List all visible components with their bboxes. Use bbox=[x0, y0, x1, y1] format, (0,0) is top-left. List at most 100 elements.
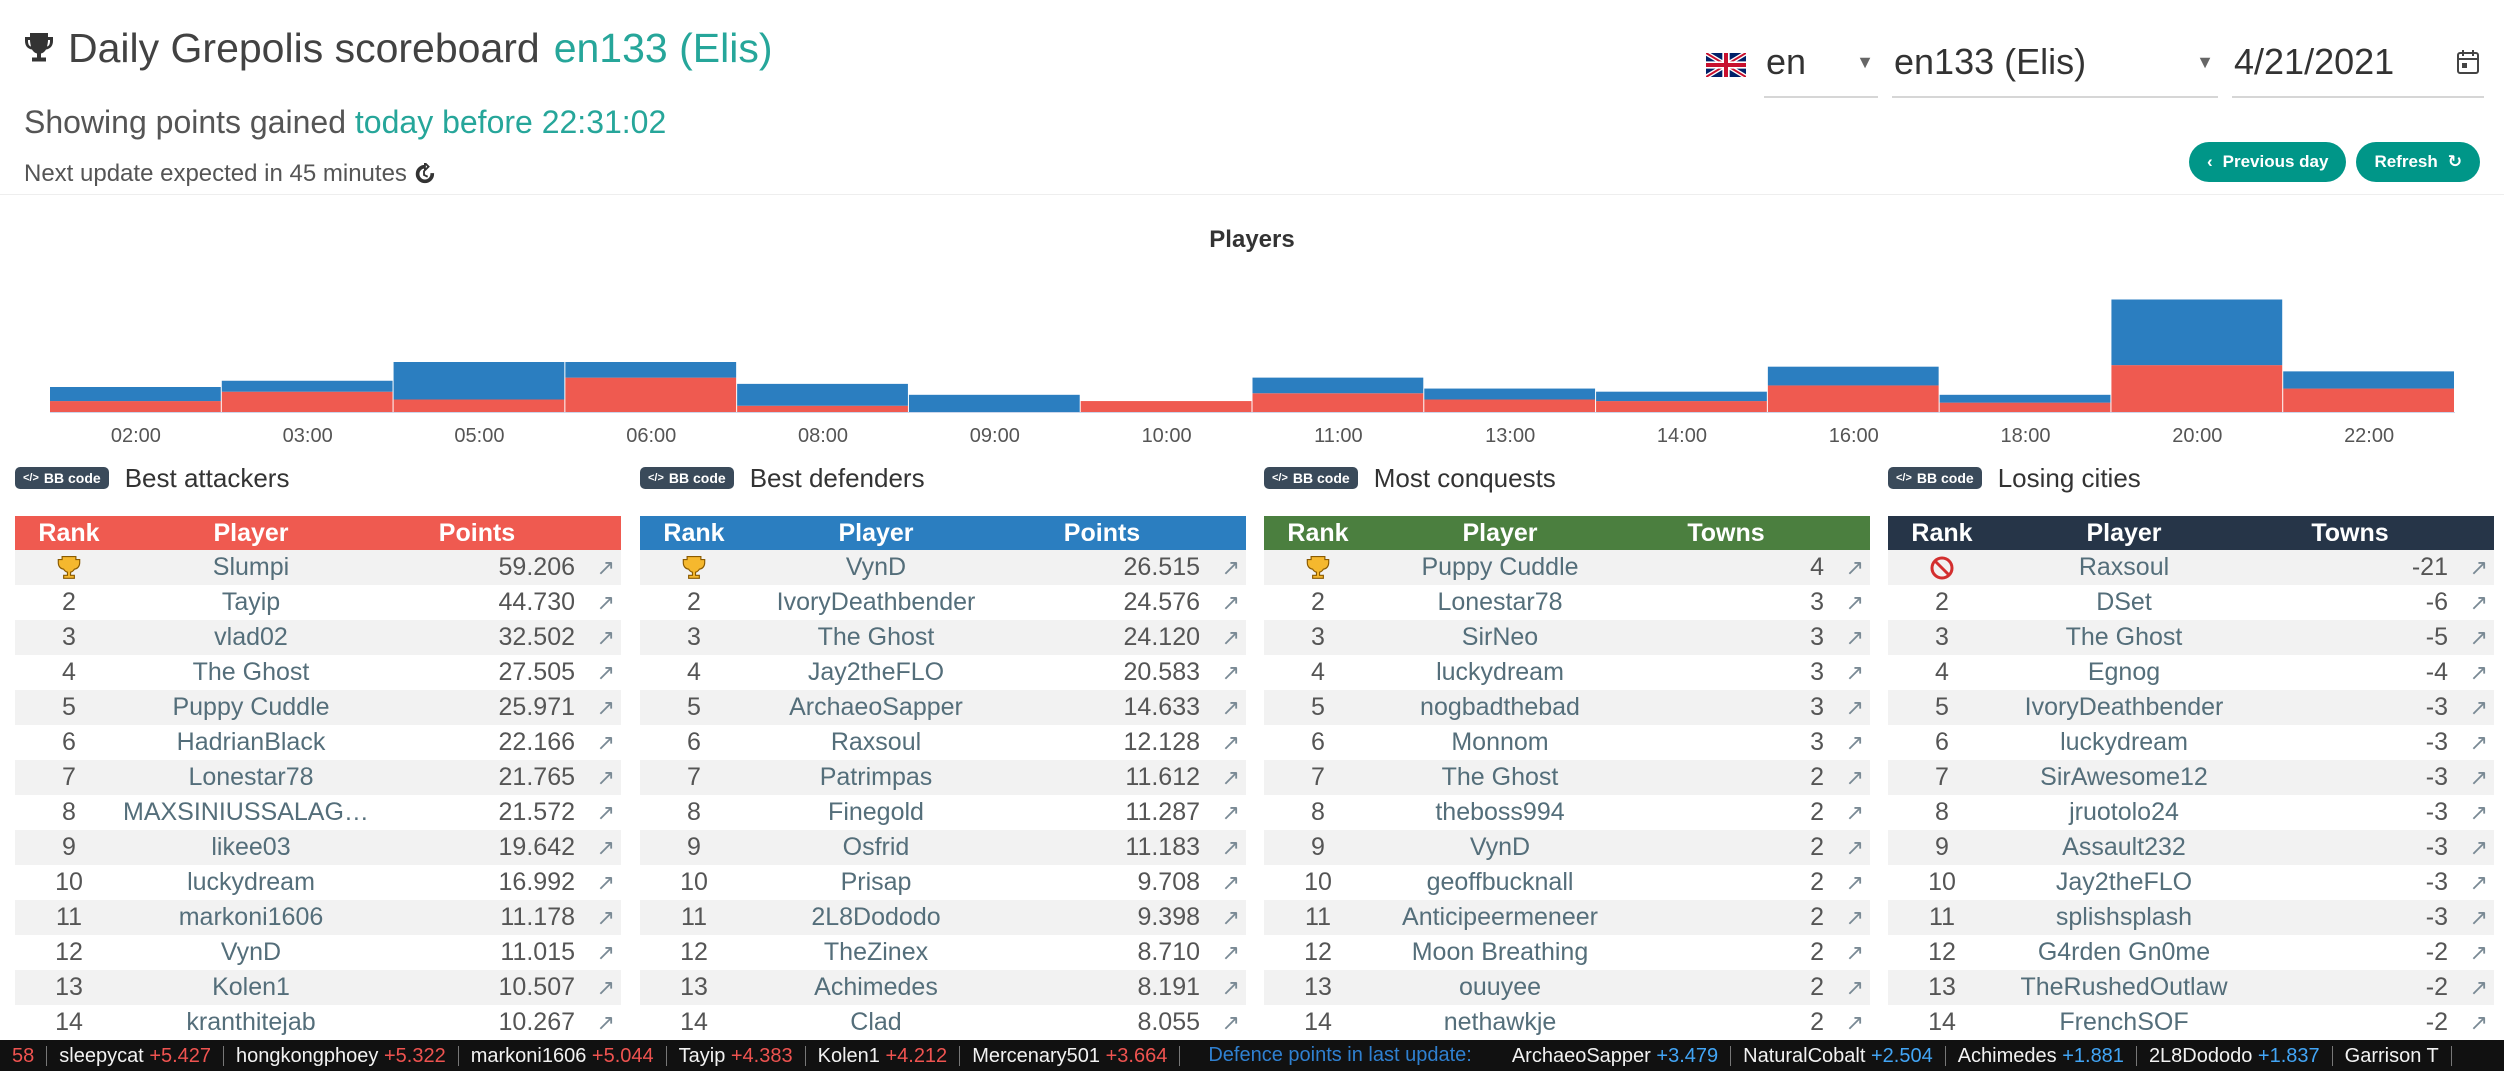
player-link[interactable]: TheZinex bbox=[823, 938, 929, 966]
player-link[interactable]: The Ghost bbox=[2065, 623, 2183, 651]
external-link-icon[interactable]: ↗ bbox=[596, 1009, 615, 1035]
player-link[interactable]: Finegold bbox=[828, 798, 924, 826]
player-link[interactable]: Patrimpas bbox=[819, 763, 933, 791]
player-link[interactable]: Raxsoul bbox=[2078, 553, 2170, 581]
external-link-icon[interactable]: ↗ bbox=[1845, 554, 1864, 580]
external-link-icon[interactable]: ↗ bbox=[1221, 729, 1240, 755]
external-link-icon[interactable]: ↗ bbox=[1221, 834, 1240, 860]
external-link-icon[interactable]: ↗ bbox=[596, 869, 615, 895]
external-link-icon[interactable]: ↗ bbox=[596, 729, 615, 755]
external-link-icon[interactable]: ↗ bbox=[2469, 694, 2488, 720]
ticker-item[interactable]: ArchaeoSapper +3.479 bbox=[1500, 1045, 1732, 1066]
player-link[interactable]: luckydream bbox=[1436, 658, 1564, 686]
player-link[interactable]: Assault232 bbox=[2062, 833, 2186, 861]
player-link[interactable]: luckydream bbox=[187, 868, 315, 896]
external-link-icon[interactable]: ↗ bbox=[596, 834, 615, 860]
player-link[interactable]: kranthitejab bbox=[186, 1008, 316, 1036]
external-link-icon[interactable]: ↗ bbox=[1845, 694, 1864, 720]
player-link[interactable]: 2L8Dododo bbox=[811, 903, 941, 931]
player-link[interactable]: SirAwesome12 bbox=[2040, 763, 2208, 791]
player-link[interactable]: markoni1606 bbox=[178, 903, 324, 931]
external-link-icon[interactable]: ↗ bbox=[2469, 939, 2488, 965]
ticker-item[interactable]: Achimedes +1.881 bbox=[1946, 1045, 2137, 1066]
external-link-icon[interactable]: ↗ bbox=[1221, 589, 1240, 615]
player-link[interactable]: theboss994 bbox=[1435, 798, 1565, 826]
player-link[interactable]: luckydream bbox=[2060, 728, 2188, 756]
column-header[interactable]: Towns bbox=[1687, 518, 1765, 547]
external-link-icon[interactable]: ↗ bbox=[2469, 659, 2488, 685]
external-link-icon[interactable]: ↗ bbox=[1845, 729, 1864, 755]
column-header[interactable]: Player bbox=[213, 518, 289, 547]
refresh-button[interactable]: Refresh ↻ bbox=[2356, 142, 2480, 182]
external-link-icon[interactable]: ↗ bbox=[596, 624, 615, 650]
external-link-icon[interactable]: ↗ bbox=[1221, 939, 1240, 965]
player-link[interactable]: Raxsoul bbox=[830, 728, 922, 756]
date-input[interactable]: 4/21/2021 bbox=[2232, 32, 2484, 98]
player-link[interactable]: Tayip bbox=[221, 588, 281, 616]
external-link-icon[interactable]: ↗ bbox=[596, 659, 615, 685]
external-link-icon[interactable]: ↗ bbox=[1845, 1009, 1864, 1035]
player-link[interactable]: Puppy Cuddle bbox=[172, 693, 330, 721]
external-link-icon[interactable]: ↗ bbox=[1221, 904, 1240, 930]
external-link-icon[interactable]: ↗ bbox=[596, 554, 615, 580]
world-select[interactable]: en133 (Elis) ▼ bbox=[1892, 32, 2218, 98]
column-header[interactable]: Points bbox=[1063, 518, 1141, 547]
ticker-item[interactable]: hongkongphoey +5.322 bbox=[224, 1045, 459, 1066]
player-link[interactable]: nogbadthebad bbox=[1420, 693, 1580, 721]
external-link-icon[interactable]: ↗ bbox=[596, 589, 615, 615]
bb-code-button[interactable]: </> BB code bbox=[1888, 467, 1982, 489]
external-link-icon[interactable]: ↗ bbox=[1845, 799, 1864, 825]
ticker-item[interactable]: 2L8Dododo +1.837 bbox=[2137, 1045, 2333, 1066]
external-link-icon[interactable]: ↗ bbox=[1845, 834, 1864, 860]
player-link[interactable]: Anticipeermeneer bbox=[1402, 903, 1598, 931]
external-link-icon[interactable]: ↗ bbox=[1845, 764, 1864, 790]
player-link[interactable]: splishsplash bbox=[2055, 903, 2193, 931]
external-link-icon[interactable]: ↗ bbox=[1221, 694, 1240, 720]
player-link[interactable]: Kolen1 bbox=[212, 973, 290, 1001]
column-header[interactable]: Rank bbox=[38, 518, 100, 547]
player-link[interactable]: nethawkje bbox=[1443, 1008, 1557, 1036]
external-link-icon[interactable]: ↗ bbox=[596, 694, 615, 720]
external-link-icon[interactable]: ↗ bbox=[1221, 659, 1240, 685]
player-link[interactable]: Jay2theFLO bbox=[2055, 868, 2193, 896]
column-header[interactable]: Rank bbox=[1911, 518, 1973, 547]
player-link[interactable]: VynD bbox=[220, 938, 282, 966]
player-link[interactable]: Monnom bbox=[1451, 728, 1549, 756]
player-link[interactable]: The Ghost bbox=[817, 623, 935, 651]
player-link[interactable]: The Ghost bbox=[192, 658, 310, 686]
column-header[interactable]: Towns bbox=[2311, 518, 2389, 547]
player-link[interactable]: DSet bbox=[2096, 588, 2152, 616]
external-link-icon[interactable]: ↗ bbox=[2469, 554, 2488, 580]
external-link-icon[interactable]: ↗ bbox=[1221, 764, 1240, 790]
external-link-icon[interactable]: ↗ bbox=[1845, 624, 1864, 650]
player-link[interactable]: The Ghost bbox=[1441, 763, 1559, 791]
external-link-icon[interactable]: ↗ bbox=[596, 904, 615, 930]
player-link[interactable]: SirNeo bbox=[1461, 623, 1539, 651]
player-link[interactable]: IvoryDeathbender bbox=[2024, 693, 2224, 721]
column-header[interactable]: Player bbox=[838, 518, 914, 547]
player-link[interactable]: IvoryDeathbender bbox=[776, 588, 976, 616]
previous-day-button[interactable]: ‹ Previous day bbox=[2188, 142, 2347, 182]
external-link-icon[interactable]: ↗ bbox=[1845, 939, 1864, 965]
column-header[interactable]: Rank bbox=[1287, 518, 1349, 547]
external-link-icon[interactable]: ↗ bbox=[2469, 729, 2488, 755]
player-link[interactable]: Achimedes bbox=[814, 973, 938, 1001]
external-link-icon[interactable]: ↗ bbox=[2469, 624, 2488, 650]
ticker-item[interactable]: NaturalCobalt +2.504 bbox=[1731, 1045, 1946, 1066]
external-link-icon[interactable]: ↗ bbox=[2469, 1009, 2488, 1035]
column-header[interactable]: Points bbox=[438, 518, 516, 547]
player-link[interactable]: G4rden Gn0me bbox=[2037, 938, 2211, 966]
player-link[interactable]: VynD bbox=[845, 553, 907, 581]
external-link-icon[interactable]: ↗ bbox=[2469, 869, 2488, 895]
external-link-icon[interactable]: ↗ bbox=[1845, 659, 1864, 685]
ticker-item[interactable]: markoni1606 +5.044 bbox=[459, 1045, 667, 1066]
external-link-icon[interactable]: ↗ bbox=[1221, 554, 1240, 580]
external-link-icon[interactable]: ↗ bbox=[1845, 974, 1864, 1000]
bb-code-button[interactable]: </> BB code bbox=[1264, 467, 1358, 489]
player-link[interactable]: Moon Breathing bbox=[1411, 938, 1589, 966]
external-link-icon[interactable]: ↗ bbox=[1221, 1009, 1240, 1035]
player-link[interactable]: Jay2theFLO bbox=[807, 658, 945, 686]
external-link-icon[interactable]: ↗ bbox=[1845, 904, 1864, 930]
ticker-item[interactable]: 58 bbox=[0, 1045, 48, 1066]
external-link-icon[interactable]: ↗ bbox=[1221, 799, 1240, 825]
